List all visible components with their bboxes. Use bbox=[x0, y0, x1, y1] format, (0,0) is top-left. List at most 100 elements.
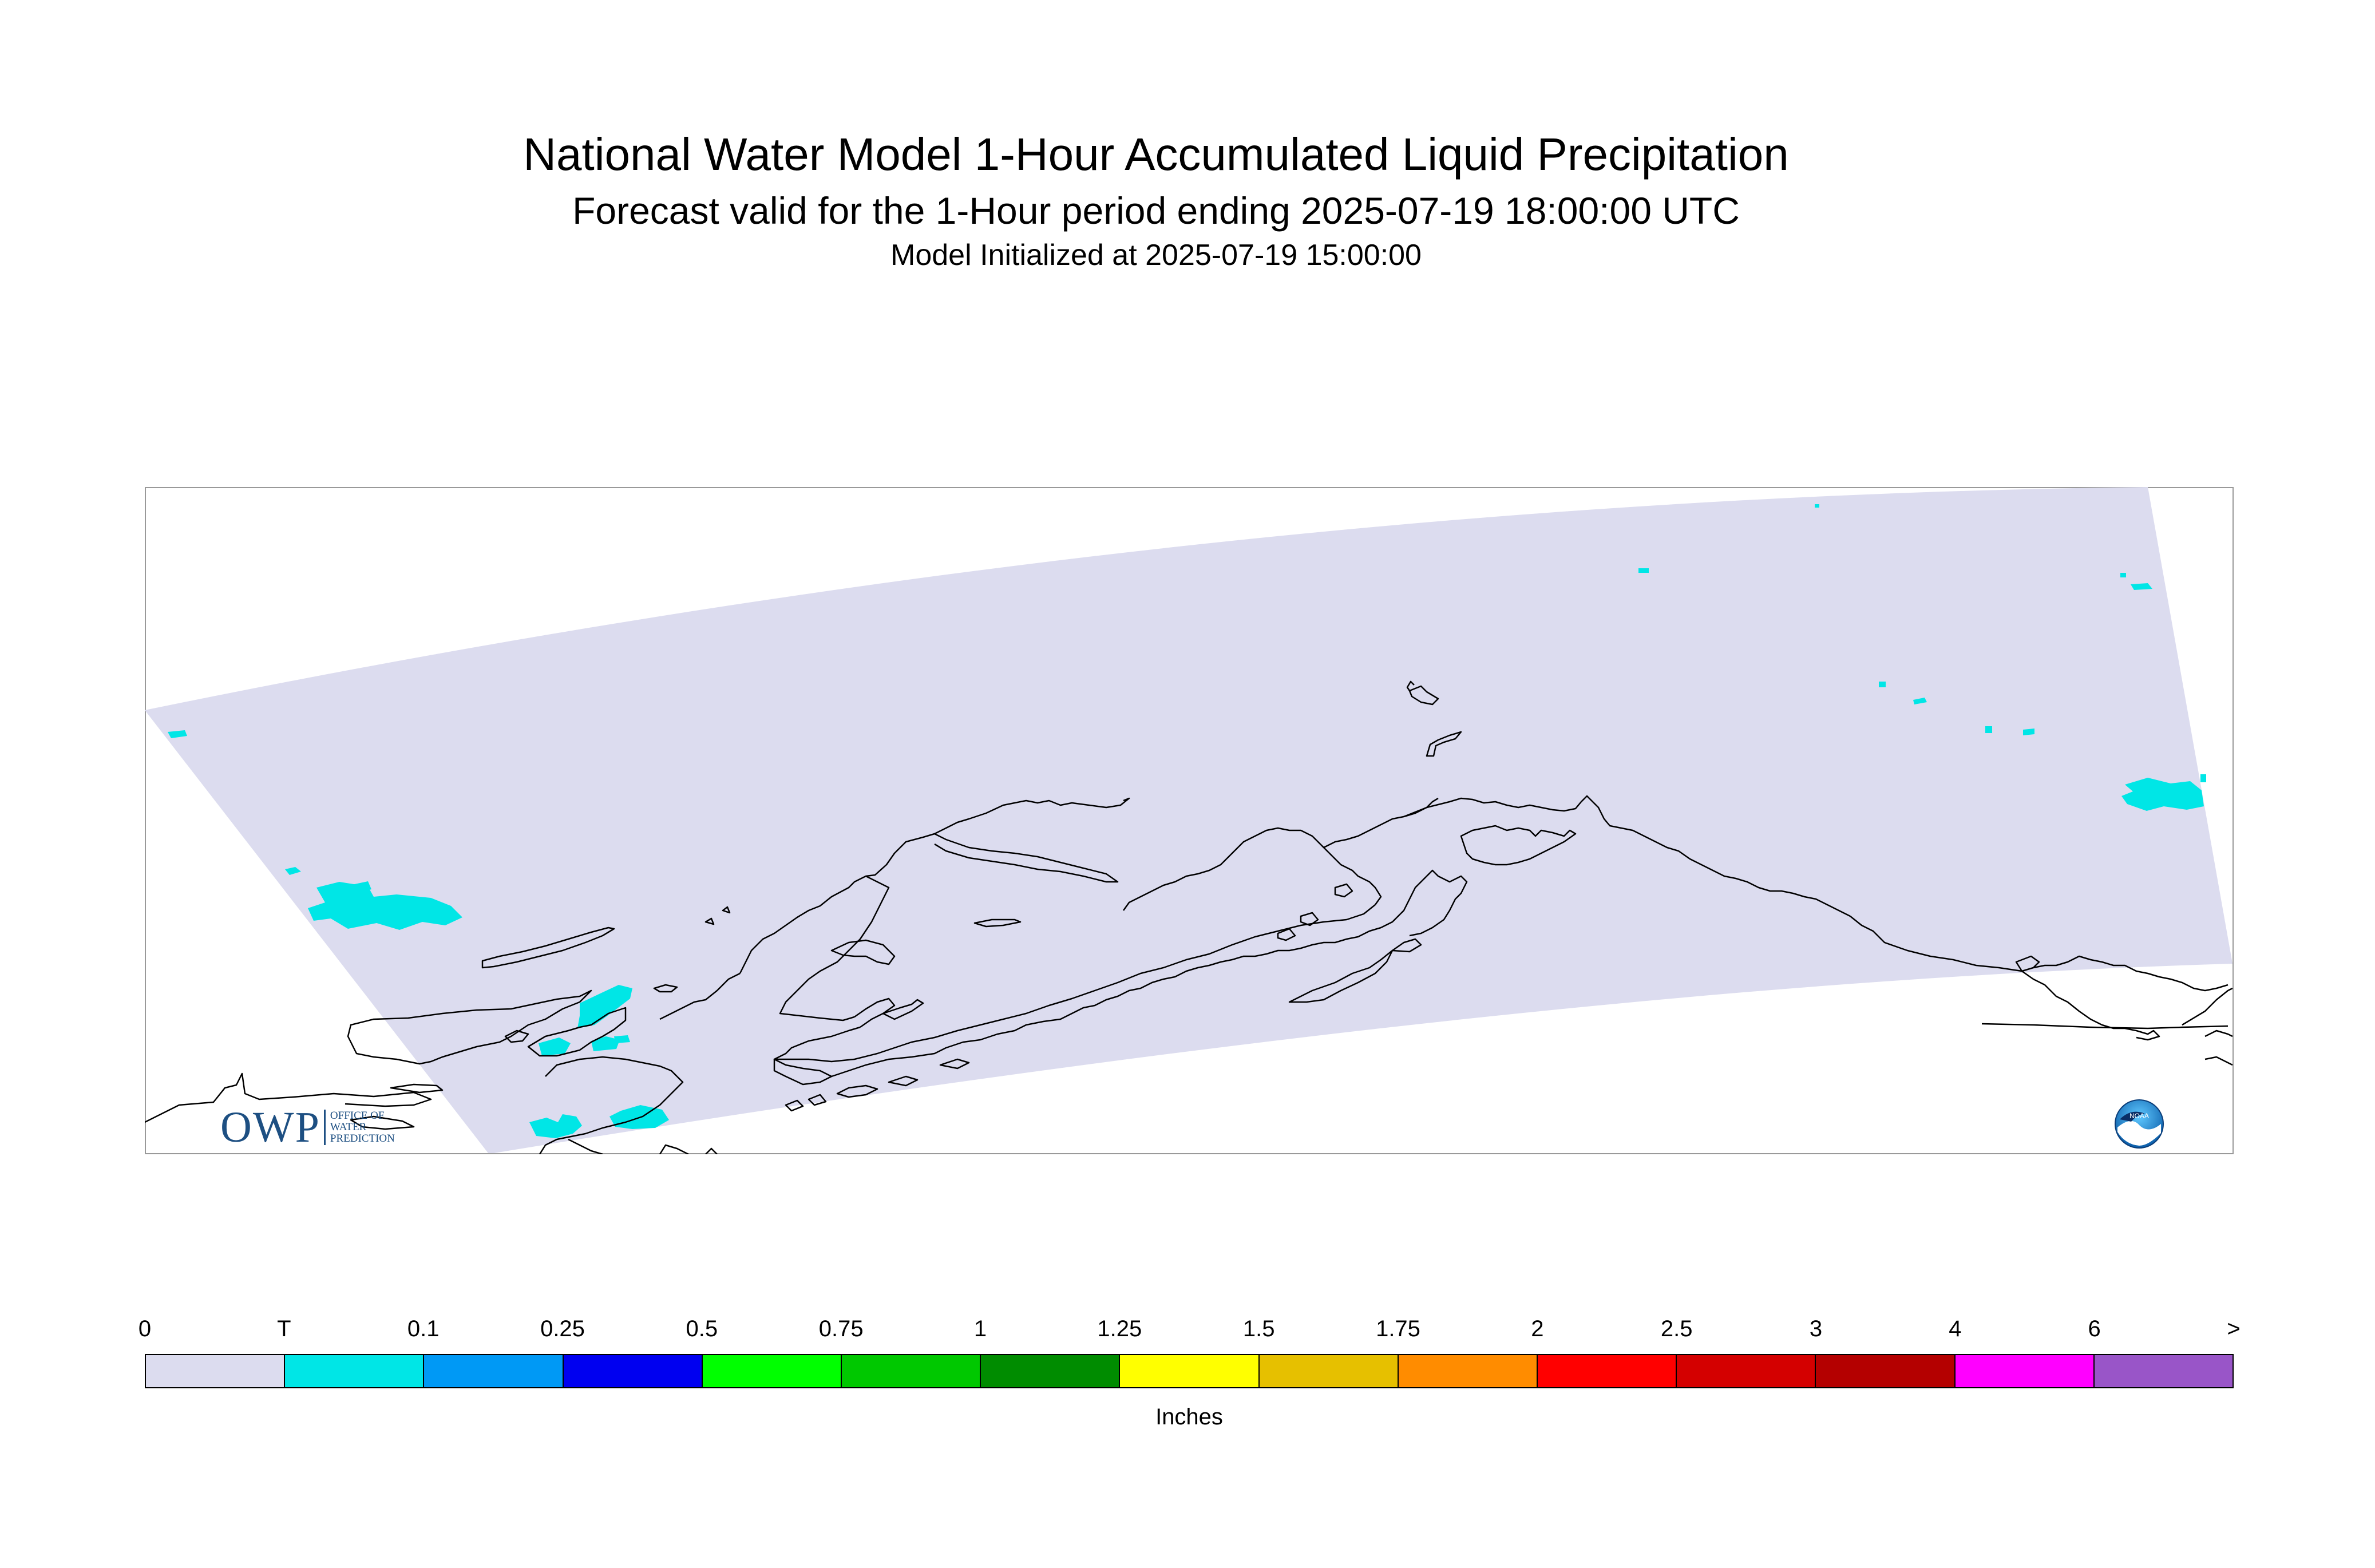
map-canvas bbox=[145, 487, 2234, 1154]
precip-cell bbox=[352, 881, 371, 893]
legend-swatch bbox=[1677, 1355, 1816, 1387]
precip-cell bbox=[1638, 568, 1649, 573]
coastline bbox=[1406, 680, 1415, 691]
coastline bbox=[1460, 825, 1577, 866]
coastline bbox=[888, 1075, 919, 1087]
legend-swatch bbox=[1538, 1355, 1677, 1387]
coastline bbox=[1391, 938, 1422, 953]
owp-logo-letters: OWP bbox=[220, 1103, 320, 1151]
legend-swatch bbox=[1259, 1355, 1399, 1387]
coastlines bbox=[145, 680, 2233, 1154]
map-panel bbox=[145, 487, 2234, 1154]
coastline bbox=[779, 875, 890, 1021]
precip-cell bbox=[2131, 583, 2152, 590]
legend-swatch bbox=[563, 1355, 703, 1387]
legend-label: 3 bbox=[1809, 1316, 1823, 1341]
coastline bbox=[939, 1058, 970, 1070]
coastline bbox=[882, 999, 924, 1020]
coastline bbox=[145, 1072, 432, 1123]
legend-swatch bbox=[981, 1355, 1121, 1387]
noaa-logo: NOAA bbox=[2115, 1099, 2164, 1149]
coastline bbox=[773, 1058, 833, 1086]
legend-swatch bbox=[842, 1355, 981, 1387]
precip-cell bbox=[285, 867, 301, 875]
precip-cell bbox=[2023, 728, 2034, 735]
owp-logo-line: PREDICTION bbox=[330, 1133, 395, 1145]
coastline bbox=[1408, 685, 1439, 706]
precip-cell bbox=[1985, 726, 1992, 733]
precip-cell bbox=[168, 730, 187, 738]
legend-label: 0.1 bbox=[407, 1316, 440, 1341]
coastline bbox=[973, 918, 1022, 928]
coastline bbox=[1300, 912, 1319, 926]
legend-swatch bbox=[1120, 1355, 1260, 1387]
legend-label: T bbox=[277, 1316, 291, 1341]
coastline bbox=[1288, 949, 1394, 1003]
coastline bbox=[1403, 795, 1851, 917]
coastline bbox=[2204, 1056, 2233, 1066]
coastline bbox=[722, 906, 731, 914]
map-subtitle: Forecast valid for the 1-Hour period end… bbox=[572, 189, 1740, 232]
coastline bbox=[2021, 970, 2160, 1041]
legend-label: 0.75 bbox=[818, 1316, 864, 1341]
coastline bbox=[830, 939, 896, 965]
precip-cell bbox=[591, 1036, 620, 1051]
legend-label: 1.5 bbox=[1242, 1316, 1275, 1341]
coastline bbox=[653, 984, 678, 993]
precip-cell bbox=[614, 1035, 630, 1043]
coastline bbox=[481, 926, 615, 969]
legend-swatch bbox=[1398, 1355, 1538, 1387]
legend-label: 1 bbox=[973, 1316, 987, 1341]
coastline bbox=[1380, 869, 1468, 937]
coastline bbox=[504, 1030, 529, 1043]
legend-swatch bbox=[424, 1355, 564, 1387]
coastline bbox=[1334, 883, 1353, 898]
legend-label: 4 bbox=[1949, 1316, 1962, 1341]
owp-logo-divider bbox=[323, 1110, 326, 1145]
legend-label: 2.5 bbox=[1660, 1316, 1693, 1341]
precip-cell bbox=[1913, 698, 1927, 704]
border-line bbox=[1981, 1023, 2228, 1030]
coastline bbox=[854, 997, 896, 1028]
coastline bbox=[347, 989, 592, 1065]
coastline bbox=[390, 1083, 444, 1094]
coastline bbox=[1122, 864, 1221, 911]
coastline bbox=[2182, 987, 2233, 1026]
coastline bbox=[705, 1147, 718, 1154]
coastline bbox=[659, 1144, 689, 1154]
coastline bbox=[934, 833, 1119, 883]
legend-label: 0.25 bbox=[540, 1316, 585, 1341]
legend-label: 0.5 bbox=[686, 1316, 718, 1341]
legend-label: 6 bbox=[2088, 1316, 2101, 1341]
coastline bbox=[539, 1056, 684, 1154]
coastline bbox=[836, 1084, 878, 1098]
coastline bbox=[831, 926, 1382, 1078]
noaa-logo-text: NOAA bbox=[2129, 1112, 2149, 1120]
legend-swatch bbox=[146, 1355, 286, 1387]
coastline bbox=[350, 1115, 415, 1130]
legend-label: 1.25 bbox=[1097, 1316, 1142, 1341]
legend-label: > bbox=[2227, 1316, 2241, 1341]
precip-cell bbox=[529, 1114, 582, 1138]
owp-logo-subtext: OFFICE OF WATER PREDICTION bbox=[330, 1110, 395, 1145]
coastline bbox=[1850, 916, 2228, 992]
legend-swatch bbox=[285, 1355, 425, 1387]
legend-color-bar bbox=[145, 1354, 2234, 1388]
precip-cell bbox=[539, 1038, 571, 1056]
legend-swatch bbox=[702, 1355, 842, 1387]
coastline bbox=[739, 797, 1130, 974]
coastline bbox=[659, 972, 741, 1020]
owp-logo-line: WATER bbox=[330, 1121, 367, 1133]
precip-cell bbox=[2121, 778, 2204, 811]
coastline bbox=[2015, 955, 2040, 972]
coastline bbox=[1323, 797, 1439, 905]
coastline bbox=[1220, 827, 1324, 865]
owp-logo: OWP OFFICE OF WATER PREDICTION bbox=[220, 1104, 395, 1150]
coastline bbox=[785, 1099, 804, 1112]
precip-cell bbox=[1815, 504, 1819, 508]
trace-precip-cells bbox=[168, 504, 2206, 1138]
coastline bbox=[808, 1094, 827, 1106]
precip-cell bbox=[308, 882, 462, 930]
coastline bbox=[527, 1007, 627, 1057]
coastline bbox=[1426, 731, 1462, 757]
